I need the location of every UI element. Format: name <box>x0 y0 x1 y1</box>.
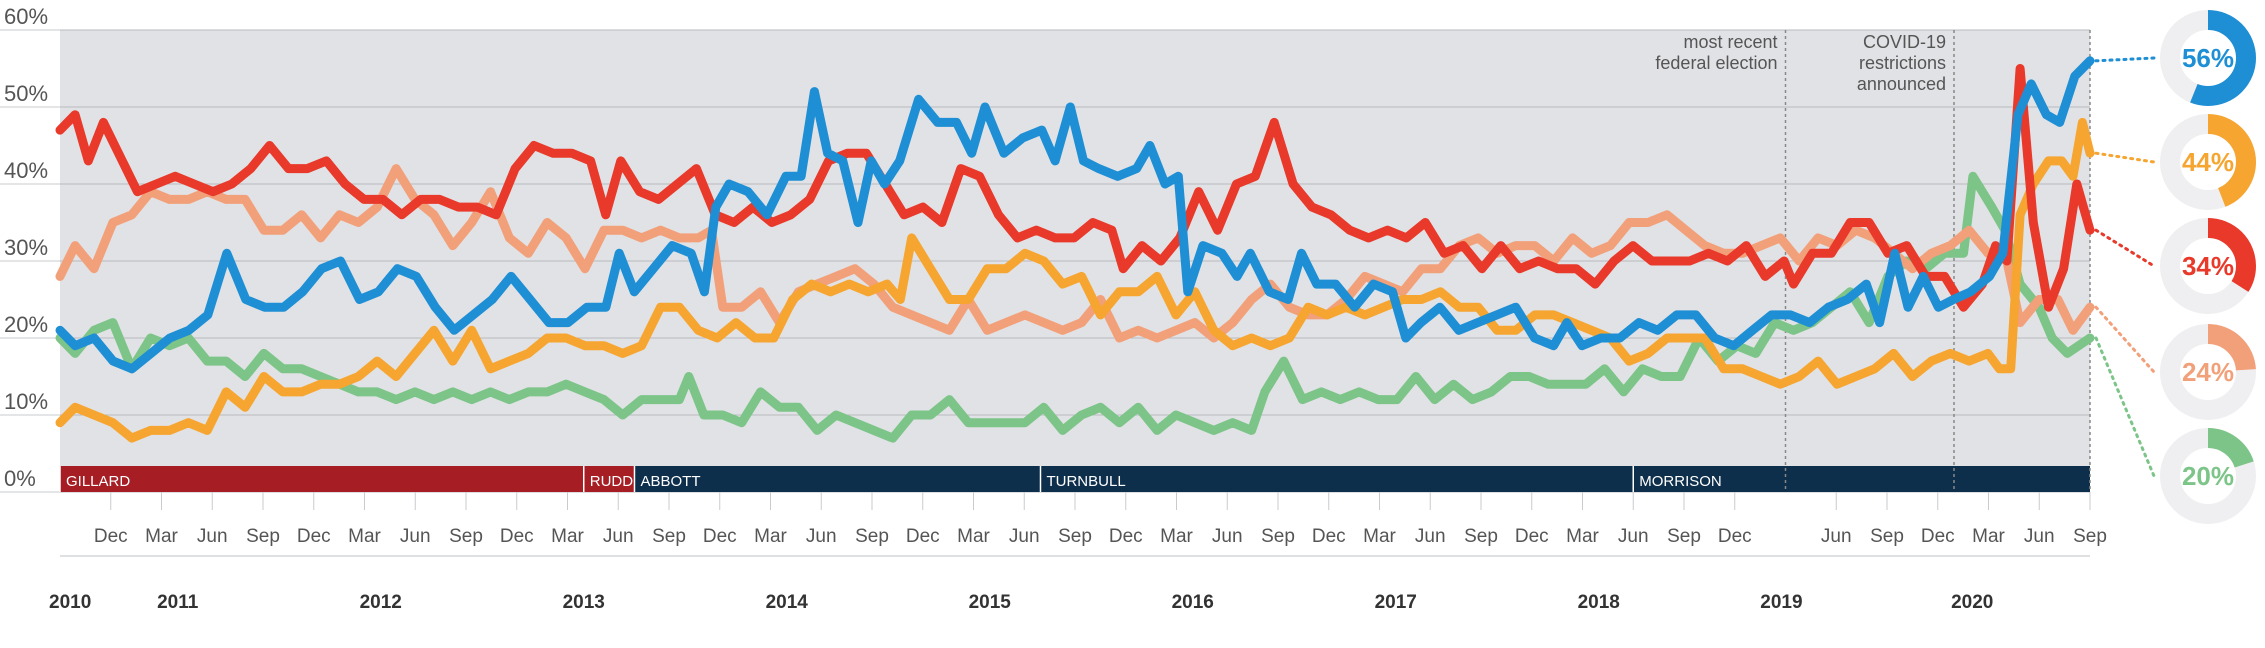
x-tick-label: Dec <box>906 526 940 547</box>
y-axis: 0% 10% 20% 30% 40% 50% 60% <box>0 4 60 493</box>
year-label: 2019 <box>1760 592 1802 613</box>
x-tick-label: Mar <box>1160 526 1193 547</box>
pm-band <box>1633 466 2090 492</box>
donut-label: 24% <box>2182 357 2234 387</box>
x-tick-label: Mar <box>1972 526 2005 547</box>
year-label: 2016 <box>1172 592 1214 613</box>
series-line-green <box>55 171 2095 443</box>
x-tick-label: Mar <box>348 526 381 547</box>
series-lines <box>55 56 2095 443</box>
x-tick-label: Dec <box>1312 526 1346 547</box>
x-tick-label: Sep <box>1261 526 1295 547</box>
series-line-orange <box>55 117 2095 443</box>
y-tick-label: 0% <box>4 466 36 491</box>
x-tick-label: Sep <box>449 526 483 547</box>
donut-arc-orange <box>2160 114 2256 210</box>
final-value-donuts: 56% 44% 34% 24% 20% <box>2094 10 2256 524</box>
pm-band-label: GILLARD <box>66 473 130 490</box>
series-line-light-orange <box>55 164 2095 343</box>
x-tick-label: Dec <box>1109 526 1143 547</box>
x-tick-label: Mar <box>1566 526 1599 547</box>
year-label: 2020 <box>1951 592 1993 613</box>
x-tick-label: Mar <box>1363 526 1396 547</box>
year-label: 2012 <box>360 592 402 613</box>
x-tick-label: Sep <box>1058 526 1092 547</box>
pm-band-label: MORRISON <box>1639 473 1722 490</box>
x-tick-label: Jun <box>603 526 634 547</box>
x-tick-label: Dec <box>500 526 534 547</box>
pm-band-label: TURNBULL <box>1046 473 1125 490</box>
x-tick-label: Jun <box>1415 526 1446 547</box>
year-label: 2013 <box>563 592 605 613</box>
series-line-blue <box>55 56 2095 374</box>
year-label: 2017 <box>1375 592 1417 613</box>
x-tick-label: Jun <box>1618 526 1649 547</box>
x-tick-label: Dec <box>94 526 128 547</box>
x-tick-label: Sep <box>1667 526 1701 547</box>
y-tick-label: 30% <box>4 235 48 260</box>
pm-band-label: ABBOTT <box>640 473 700 490</box>
donut-arc-green <box>2160 428 2256 524</box>
year-label: 2014 <box>766 592 809 613</box>
donut-arc-red <box>2160 218 2256 314</box>
x-tick-label: Dec <box>297 526 331 547</box>
x-tick-label: Mar <box>754 526 787 547</box>
pm-band <box>583 466 635 492</box>
x-tick-label: Jun <box>197 526 228 547</box>
y-tick-label: 20% <box>4 312 48 337</box>
donut-label: 56% <box>2182 43 2234 73</box>
y-tick-label: 50% <box>4 81 48 106</box>
year-label: 2011 <box>157 592 199 613</box>
x-tick-label: Dec <box>703 526 737 547</box>
donut-arc-light-orange <box>2160 324 2256 420</box>
x-tick-label: Dec <box>1515 526 1549 547</box>
connector-orange <box>2094 151 2156 164</box>
x-tick-label: Mar <box>145 526 178 547</box>
year-label: 2015 <box>969 592 1012 613</box>
year-label: 2018 <box>1578 592 1620 613</box>
connector-red <box>2094 228 2156 268</box>
x-tick-label: Jun <box>1212 526 1243 547</box>
y-tick-label: 60% <box>4 4 48 29</box>
x-tick-label: Sep <box>1870 526 1904 547</box>
annotation-text: announced <box>1857 74 1946 94</box>
x-tick-label: Mar <box>551 526 584 547</box>
x-tick-label: Jun <box>806 526 837 547</box>
x-tick-label: Sep <box>1464 526 1498 547</box>
series-line-red <box>55 64 2095 312</box>
donut-label: 20% <box>2182 461 2234 491</box>
x-tick-label: Jun <box>400 526 431 547</box>
annotation-text: federal election <box>1655 53 1777 73</box>
donut-label: 44% <box>2182 147 2234 177</box>
x-tick-label: Dec <box>1718 526 1752 547</box>
y-tick-label: 40% <box>4 158 48 183</box>
x-tick-label: Jun <box>1009 526 1040 547</box>
x-tick-label: Sep <box>246 526 280 547</box>
x-tick-label: Dec <box>1921 526 1955 547</box>
prime-minister-bands: GILLARD RUDD ABBOTT TURNBULL MORRISON <box>59 466 2090 492</box>
x-tick-label: Mar <box>957 526 990 547</box>
x-axis: Dec Mar Jun Sep Dec Mar Jun Sep Dec Mar Jun Sep Dec M… <box>49 492 2107 613</box>
year-label: 2010 <box>49 592 91 613</box>
x-tick-label: Sep <box>652 526 686 547</box>
y-tick-label: 10% <box>4 389 48 414</box>
x-tick-label: Sep <box>855 526 889 547</box>
donut-label: 34% <box>2182 251 2234 281</box>
donut-arc-blue <box>2160 10 2256 106</box>
pm-band <box>60 466 584 492</box>
x-tick-label: Jun <box>2024 526 2055 547</box>
pm-band <box>1040 466 1634 492</box>
annotation-text: restrictions <box>1859 53 1946 73</box>
x-tick-label: Sep <box>2073 526 2107 547</box>
pm-band <box>634 466 1041 492</box>
x-tick-label: Jun <box>1821 526 1852 547</box>
connector-blue <box>2094 56 2156 63</box>
connector-light-orange <box>2094 305 2156 374</box>
annotation-text: most recent <box>1683 32 1777 52</box>
connector-green <box>2094 336 2156 478</box>
pm-band-label: RUDD <box>590 473 633 490</box>
annotation-text: COVID-19 <box>1863 32 1946 52</box>
